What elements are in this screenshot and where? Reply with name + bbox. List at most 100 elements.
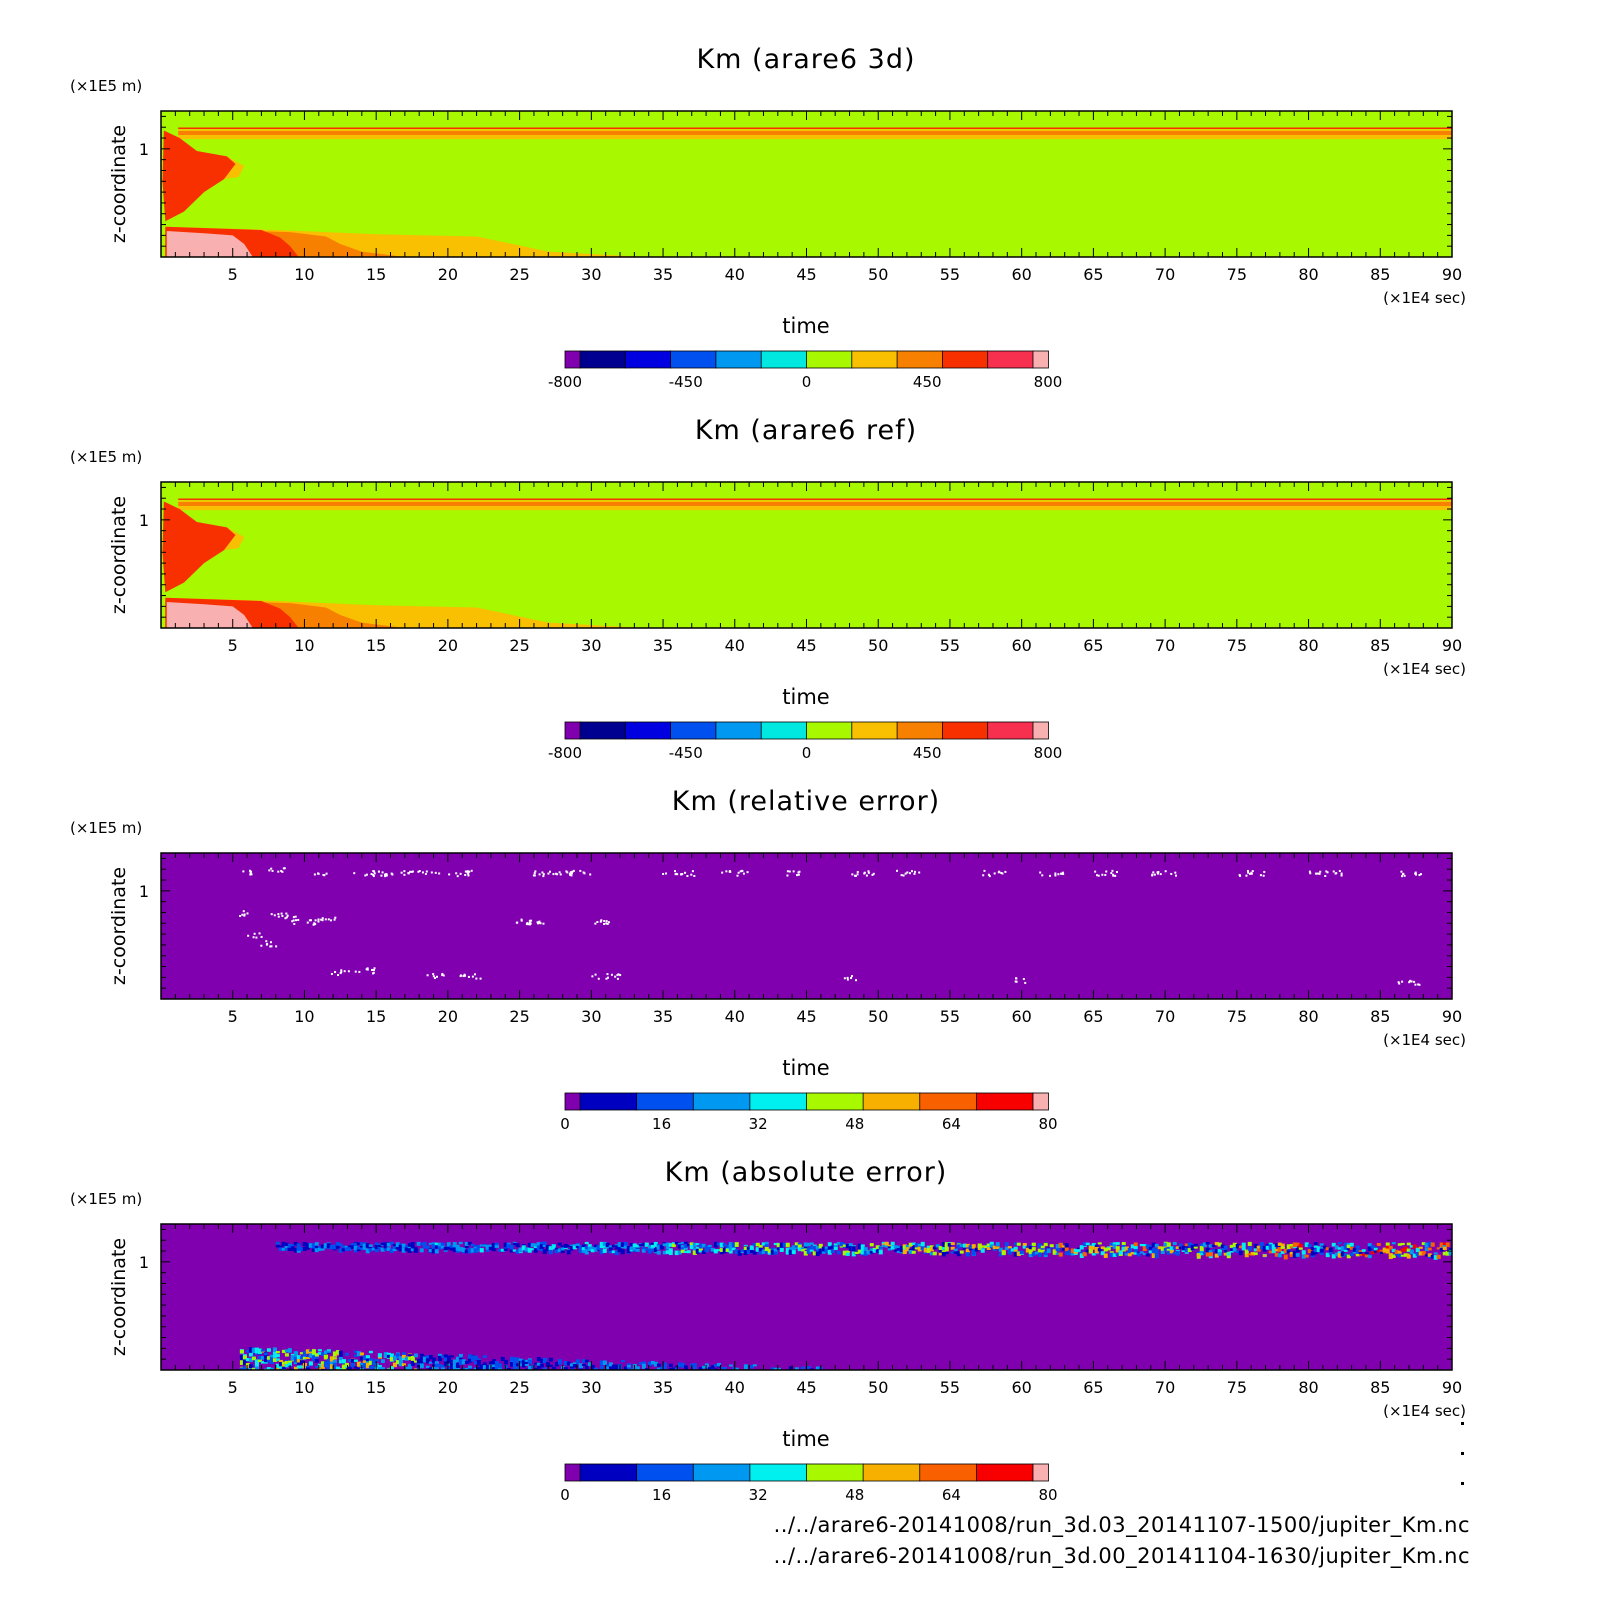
heatmap-error-blob: [578, 1245, 583, 1249]
chart-title: Km (arare6 3d): [696, 44, 915, 75]
heatmap-error-blob: [425, 1357, 430, 1364]
heatmap-error-blob: [1268, 1250, 1273, 1254]
heatmap-error-blob: [260, 1356, 265, 1360]
heatmap-error-blob: [944, 1251, 949, 1255]
heatmap-error-blob: [314, 1242, 319, 1246]
x-axis-unit: (×1E4 sec): [1383, 660, 1466, 678]
heatmap-error-blob: [374, 1367, 379, 1370]
heatmap-error-blob: [269, 1361, 274, 1365]
heatmap-speck: [309, 919, 312, 922]
heatmap-error-blob: [938, 1249, 943, 1253]
heatmap-error-blob: [803, 1251, 808, 1256]
heatmap-error-blob: [617, 1245, 622, 1251]
heatmap-error-blob: [602, 1241, 607, 1247]
heatmap-error-blob: [749, 1245, 754, 1251]
heatmap-speck: [324, 918, 327, 921]
x-tick-label: 70: [1155, 1378, 1175, 1397]
heatmap-error-blob: [1355, 1249, 1360, 1254]
heatmap-error-blob: [722, 1247, 727, 1252]
heatmap-speck: [426, 974, 429, 977]
heatmap-speck: [418, 870, 421, 873]
heatmap-speck: [381, 871, 384, 874]
heatmap-error-blob: [1061, 1245, 1066, 1248]
heatmap-error-blob: [1079, 1245, 1084, 1250]
heatmap-error-blob: [1031, 1242, 1036, 1247]
heatmap-error-blob: [515, 1249, 520, 1254]
heatmap-error-blob: [1223, 1249, 1228, 1253]
heatmap-error-blob: [1133, 1248, 1138, 1253]
heatmap-error-blob: [392, 1362, 397, 1368]
heatmap-speck: [330, 973, 333, 976]
heatmap-error-blob: [455, 1362, 460, 1368]
x-tick-label: 25: [509, 1378, 529, 1397]
x-tick-label: 35: [653, 636, 673, 655]
heatmap-error-blob: [995, 1242, 1000, 1247]
heatmap-error-blob: [248, 1364, 253, 1369]
heatmap-speck: [983, 869, 986, 872]
heatmap-error-blob: [1121, 1244, 1126, 1248]
heatmap-error-blob: [854, 1251, 859, 1255]
heatmap-speck: [1262, 874, 1265, 877]
heatmap-error-blob: [449, 1246, 454, 1251]
heatmap-error-blob: [296, 1362, 301, 1366]
heatmap-error-blob: [902, 1246, 907, 1251]
heatmap-error-blob: [446, 1363, 451, 1366]
x-tick-label: 45: [796, 1007, 816, 1026]
heatmap-error-blob: [890, 1241, 895, 1246]
heatmap-error-blob: [473, 1361, 478, 1365]
heatmap-error-blob: [1433, 1252, 1438, 1255]
heatmap-speck: [594, 973, 597, 976]
heatmap-error-blob: [548, 1246, 553, 1251]
heatmap-error-blob: [1412, 1244, 1417, 1249]
heatmap-error-blob: [380, 1242, 385, 1246]
heatmap-error-blob: [1109, 1242, 1114, 1246]
heatmap-error-blob: [899, 1247, 904, 1253]
heatmap-error-blob: [296, 1243, 301, 1248]
heatmap-speck: [1060, 872, 1063, 875]
heatmap-error-blob: [1169, 1246, 1174, 1251]
heatmap-error-blob: [530, 1364, 535, 1369]
x-axis-unit: (×1E4 sec): [1383, 1031, 1466, 1049]
heatmap-speck: [721, 871, 724, 874]
heatmap-error-blob: [1430, 1254, 1435, 1259]
heatmap-error-blob: [626, 1364, 631, 1368]
heatmap-error-blob: [860, 1244, 865, 1250]
heatmap-error-blob: [758, 1244, 763, 1248]
heatmap-error-blob: [917, 1243, 922, 1247]
heatmap-error-blob: [509, 1361, 514, 1367]
heatmap-error-blob: [1301, 1250, 1306, 1255]
heatmap-speck: [1414, 983, 1417, 986]
heatmap-error-blob: [797, 1246, 802, 1252]
heatmap-error-blob: [680, 1245, 685, 1251]
x-tick-label: 45: [796, 1378, 816, 1397]
heatmap-error-blob: [872, 1248, 877, 1253]
heatmap-speck: [1110, 872, 1113, 875]
heatmap-error-blob: [965, 1248, 970, 1254]
heatmap-error-blob: [272, 1347, 277, 1352]
heatmap-error-blob: [1148, 1249, 1153, 1254]
heatmap-error-blob: [272, 1354, 277, 1358]
heatmap-speck: [1401, 875, 1404, 878]
heatmap-error-blob: [374, 1359, 379, 1362]
heatmap-speck: [1309, 872, 1312, 875]
heatmap-error-blob: [440, 1364, 445, 1370]
heatmap-error-blob: [272, 1358, 277, 1362]
heatmap-speck: [441, 972, 444, 975]
heatmap-error-blob: [329, 1363, 334, 1369]
x-tick-label: 55: [940, 265, 960, 284]
colorbar-swatch: [806, 350, 853, 369]
colorbar-swatch: [692, 1463, 751, 1482]
heatmap-error-blob: [1214, 1253, 1219, 1258]
heatmap-error-blob: [842, 1244, 847, 1247]
heatmap-error-blob: [839, 1242, 844, 1247]
heatmap-speck: [460, 974, 463, 977]
heatmap-error-blob: [1034, 1251, 1039, 1255]
heatmap-speck: [410, 870, 413, 873]
heatmap-error-blob: [647, 1361, 652, 1367]
heatmap-error-blob: [464, 1241, 469, 1246]
heatmap-error-blob: [425, 1246, 430, 1249]
heatmap-error-blob: [353, 1350, 358, 1354]
heatmap-error-blob: [851, 1246, 856, 1252]
heatmap-error-blob: [413, 1360, 418, 1363]
heatmap-speck: [1317, 872, 1320, 875]
